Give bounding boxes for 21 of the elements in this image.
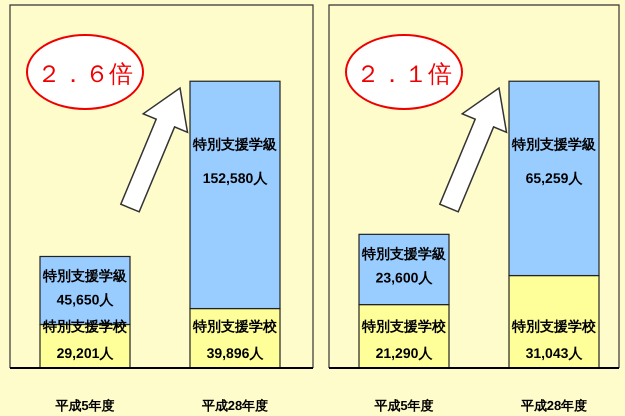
x-tick-label: 平成28年度 [200, 398, 268, 413]
data-label: 45,650人 [56, 291, 114, 308]
data-label: 65,259人 [526, 170, 584, 186]
series-label: 特別支援学級 [43, 267, 127, 284]
data-label: 29,201人 [56, 345, 114, 361]
x-tick-label: 平成5年度 [373, 398, 434, 413]
data-label: 152,580人 [202, 170, 268, 186]
data-label: 39,896人 [206, 345, 264, 361]
data-label: 23,600人 [376, 269, 434, 286]
x-tick-label: 平成5年度 [54, 398, 115, 413]
series-label: 特別支援学校 [193, 318, 277, 334]
annotation: ２．６倍 [37, 61, 133, 88]
series-label: 特別支援学級 [362, 245, 446, 262]
data-label: 31,043人 [526, 345, 584, 361]
annotation: ２．１倍 [356, 61, 452, 88]
series-label: 特別支援学校 [362, 318, 446, 334]
series-label: 特別支援学級 [193, 136, 277, 152]
data-label: 21,290人 [376, 345, 434, 361]
series-label: 特別支援学級 [512, 136, 596, 152]
series-label: 特別支援学校 [512, 318, 596, 334]
x-tick-label: 平成28年度 [520, 398, 588, 413]
